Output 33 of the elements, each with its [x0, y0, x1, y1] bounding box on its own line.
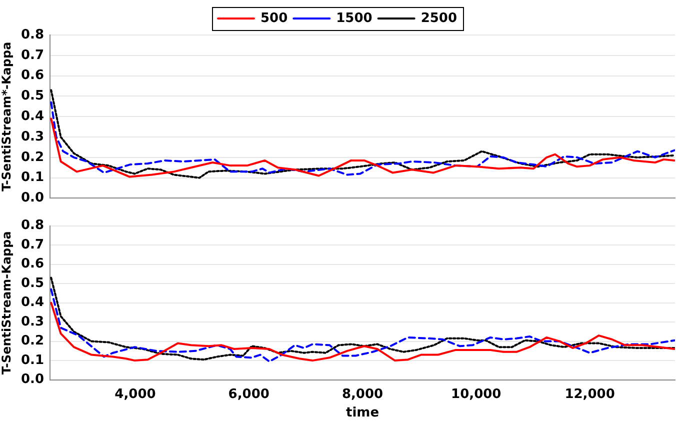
y-tick-label: 0.0: [20, 190, 44, 206]
y-axis-title: T-SentiStream-Kappa: [0, 231, 14, 374]
y-tick-label: 0.1: [20, 170, 44, 186]
y-tick-label: 0.2: [20, 334, 44, 349]
y-tick-label: 0.7: [20, 48, 44, 63]
legend-label: 2500: [420, 10, 458, 26]
x-tick-label: 4,000: [114, 386, 156, 402]
y-tick-label: 0.4: [20, 108, 44, 124]
y-tick-label: 0.7: [20, 237, 44, 252]
x-tick-label: 10,000: [451, 386, 502, 402]
y-tick-label: 0.6: [20, 68, 44, 84]
line-series: [50, 101, 675, 176]
y-tick-label: 0.5: [20, 88, 44, 104]
y-tick-label: 0.6: [20, 256, 44, 272]
y-tick-label: 0.0: [20, 372, 44, 388]
x-tick-label: 8,000: [342, 386, 384, 402]
line-series: [50, 89, 675, 179]
legend-label: 500: [260, 10, 288, 26]
y-tick-label: 0.2: [20, 150, 44, 165]
legend-label: 1500: [336, 10, 372, 26]
y-tick-label: 0.3: [20, 314, 44, 330]
y-tick-label: 0.8: [20, 27, 44, 42]
x-tick-label: 12,000: [564, 386, 615, 402]
y-axis-title: T-SentiStream*-Kappa: [0, 42, 14, 192]
line-series: [50, 276, 675, 361]
y-tick-label: 0.4: [20, 295, 44, 310]
y-tick-label: 0.8: [20, 218, 44, 234]
y-tick-label: 0.1: [20, 352, 44, 368]
line-series: [50, 288, 675, 363]
y-tick-label: 0.5: [20, 276, 44, 291]
x-tick-label: 6,000: [228, 386, 270, 402]
y-tick-label: 0.3: [20, 129, 44, 144]
x-axis-title: time: [346, 406, 380, 421]
